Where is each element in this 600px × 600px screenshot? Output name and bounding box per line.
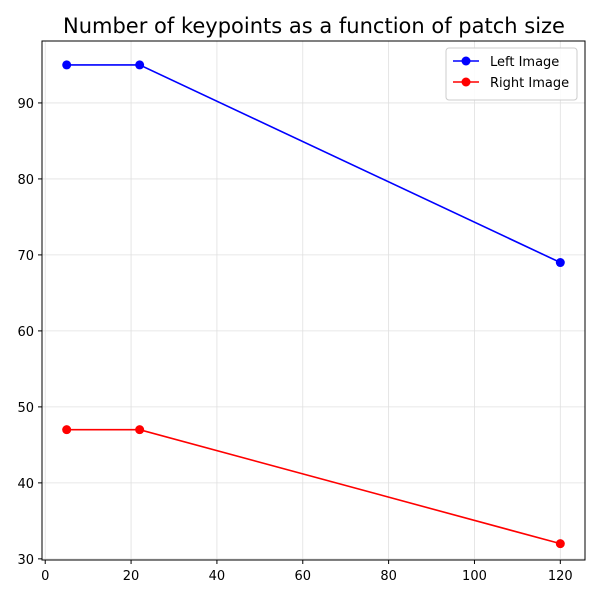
- x-tick-label: 60: [294, 569, 311, 584]
- x-tick-label: 120: [548, 569, 573, 584]
- legend-label: Right Image: [490, 76, 569, 91]
- x-tick-label: 80: [380, 569, 397, 584]
- x-tick-label: 40: [209, 569, 226, 584]
- legend-marker: [461, 56, 471, 66]
- y-tick-label: 60: [17, 325, 34, 340]
- series-line-1: [66, 428, 561, 545]
- data-point: [135, 60, 145, 70]
- data-point: [62, 60, 72, 70]
- x-tick-label: 100: [462, 569, 487, 584]
- y-tick-label: 80: [17, 173, 34, 188]
- data-point: [555, 539, 565, 549]
- y-tick-label: 40: [17, 477, 34, 492]
- plot-frame: [41, 40, 586, 561]
- data-point: [62, 425, 72, 435]
- legend-marker: [461, 77, 471, 87]
- data-point: [135, 425, 145, 435]
- chart-title: Number of keypoints as a function of pat…: [63, 14, 565, 38]
- y-tick-label: 90: [17, 97, 34, 112]
- x-tick-label: 0: [41, 569, 49, 584]
- y-tick-label: 50: [17, 401, 34, 416]
- axis-ticks: 0 20 40 60 80 100 120 30 40 50 60 70 80 90: [17, 97, 572, 584]
- legend-label: Left Image: [490, 55, 559, 70]
- grid: [42, 41, 585, 560]
- y-tick-label: 30: [17, 553, 34, 568]
- y-tick-label: 70: [17, 249, 34, 264]
- x-tick-label: 20: [123, 569, 140, 584]
- legend: Left Image Right Image: [445, 47, 578, 101]
- data-point: [555, 258, 565, 268]
- series-layer: [62, 60, 565, 549]
